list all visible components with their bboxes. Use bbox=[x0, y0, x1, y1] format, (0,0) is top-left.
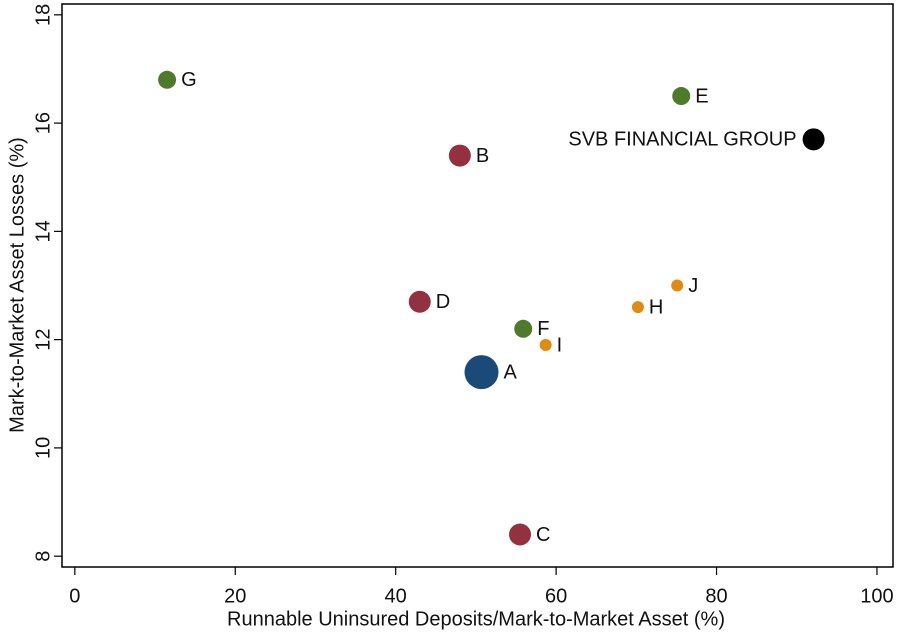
point bbox=[158, 70, 177, 89]
point bbox=[509, 523, 532, 546]
point bbox=[464, 355, 499, 390]
point-label: G bbox=[181, 69, 197, 91]
x-tick-label: 80 bbox=[705, 585, 727, 607]
point bbox=[408, 290, 431, 313]
x-tick-label: 40 bbox=[385, 585, 407, 607]
point-label: E bbox=[695, 85, 708, 107]
y-axis-label: Mark-to-Market Asset Losses (%) bbox=[6, 137, 28, 433]
x-tick-label: 60 bbox=[545, 585, 567, 607]
point-label: A bbox=[504, 361, 518, 383]
y-tick-label: 18 bbox=[32, 4, 54, 26]
point-label: C bbox=[536, 524, 550, 546]
x-tick-label: 100 bbox=[860, 585, 893, 607]
point-label: F bbox=[537, 318, 549, 340]
point-label: SVB FINANCIAL GROUP bbox=[568, 129, 796, 151]
y-tick-label: 12 bbox=[32, 329, 54, 351]
x-tick-label: 0 bbox=[69, 585, 80, 607]
point bbox=[514, 319, 533, 338]
point bbox=[631, 301, 644, 314]
x-axis-label: Runnable Uninsured Deposits/Mark-to-Mark… bbox=[227, 608, 725, 630]
x-tick-label: 20 bbox=[224, 585, 246, 607]
y-tick-label: 14 bbox=[32, 220, 54, 242]
y-tick-label: 16 bbox=[32, 112, 54, 134]
plot-frame bbox=[61, 3, 894, 568]
point-label: I bbox=[557, 334, 563, 356]
point bbox=[672, 87, 691, 106]
point bbox=[539, 339, 552, 352]
point bbox=[671, 279, 684, 292]
point bbox=[802, 128, 825, 151]
point-label: D bbox=[436, 291, 450, 313]
point-label: H bbox=[649, 296, 663, 318]
point-label: J bbox=[688, 275, 698, 297]
point bbox=[448, 144, 471, 167]
y-tick-label: 8 bbox=[32, 551, 54, 562]
y-tick-label: 10 bbox=[32, 437, 54, 459]
point-label: B bbox=[476, 145, 489, 167]
